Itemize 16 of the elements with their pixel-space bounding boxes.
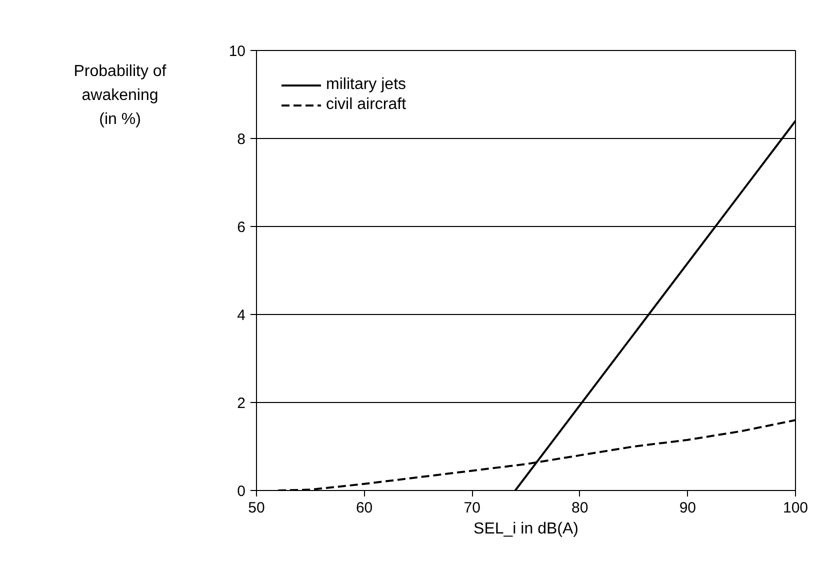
x-tick-label: 60 — [356, 500, 373, 516]
y-tick-label: 4 — [237, 307, 246, 324]
y-axis-title: Probability of awakening (in %) — [74, 62, 166, 130]
x-tick-label: 80 — [572, 500, 588, 516]
x-tick-label: 70 — [464, 500, 480, 516]
y-tick-label: 10 — [228, 43, 246, 60]
legend-label: civil aircraft — [326, 95, 406, 115]
y-tick-label: 0 — [237, 483, 246, 500]
y-tick-label: 2 — [237, 395, 246, 412]
x-tick-label: 50 — [248, 500, 265, 516]
legend-label: military jets — [326, 75, 406, 95]
x-axis-title: SEL_i in dB(A) — [474, 520, 578, 538]
y-tick-label: 6 — [237, 219, 246, 236]
x-tick-label: 100 — [782, 500, 808, 516]
y-tick-label: 8 — [237, 131, 246, 148]
x-tick-label: 90 — [679, 500, 696, 516]
